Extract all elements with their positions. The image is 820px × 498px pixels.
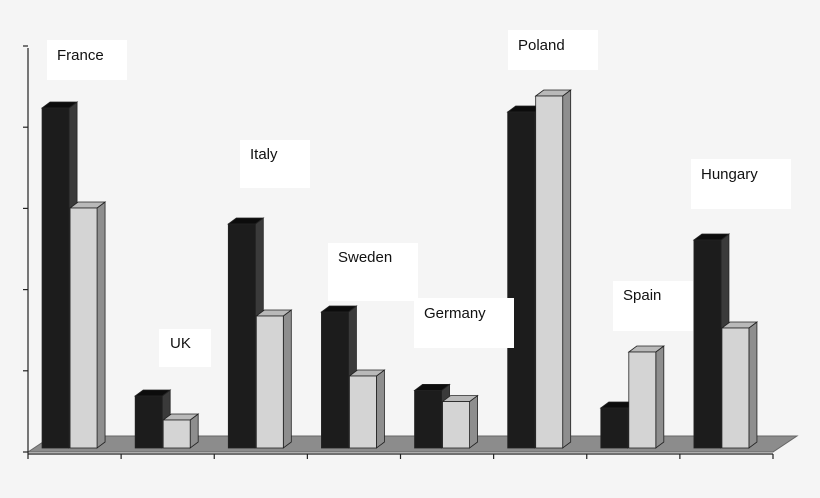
label-box-hungary	[691, 159, 791, 209]
label-box-france	[47, 40, 127, 80]
label-box-sweden	[328, 243, 418, 301]
bar-side	[469, 394, 478, 449]
bar-front	[349, 375, 377, 449]
label-box-spain	[613, 281, 693, 331]
bar-italy-series-2	[255, 309, 293, 449]
bar-front	[227, 223, 256, 449]
bar-front	[321, 311, 349, 449]
bar-front	[507, 111, 536, 449]
category-label-poland: Poland	[518, 37, 565, 54]
bar-front	[442, 401, 470, 449]
category-label-italy: Italy	[250, 146, 278, 163]
bar-front	[134, 395, 163, 449]
bar-germany-series-2	[441, 394, 479, 449]
bar-front	[414, 389, 442, 449]
bar-front	[255, 315, 284, 449]
bar-side	[282, 309, 292, 449]
category-label-hungary: Hungary	[701, 166, 758, 183]
category-label-spain: Spain	[623, 287, 661, 304]
bar-side	[748, 321, 758, 449]
bar-france-series-2	[68, 201, 107, 449]
bar-front	[41, 107, 70, 449]
category-label-france: France	[57, 47, 104, 64]
label-box-italy	[240, 140, 310, 188]
bars	[40, 89, 759, 449]
bar-hungary-series-2	[720, 321, 759, 449]
bar-front	[162, 419, 191, 449]
bar-sweden-series-2	[348, 369, 386, 449]
bar-front	[628, 351, 657, 449]
bar-front	[693, 239, 722, 449]
bar-poland-series-2	[534, 89, 572, 449]
bar-front	[69, 207, 98, 449]
bar-side	[96, 201, 106, 449]
bar-side	[376, 369, 385, 449]
category-label-germany: Germany	[424, 305, 486, 322]
label-box-poland	[508, 30, 598, 70]
bar-side	[655, 345, 665, 449]
bar-spain-series-2	[627, 345, 666, 449]
bar-front	[600, 407, 629, 449]
bar-side	[562, 89, 572, 449]
label-box-germany	[414, 298, 514, 348]
category-labels: France UK Italy Sweden Germany Poland Spain Hun…	[47, 30, 791, 367]
bar-uk-series-2	[161, 413, 200, 449]
label-box-uk	[159, 329, 211, 367]
x-axis	[27, 453, 774, 459]
category-label-sweden: Sweden	[338, 249, 392, 266]
category-label-uk: UK	[170, 335, 191, 352]
bar-front	[721, 327, 750, 449]
y-axis	[23, 45, 29, 454]
bar-front	[535, 95, 564, 449]
